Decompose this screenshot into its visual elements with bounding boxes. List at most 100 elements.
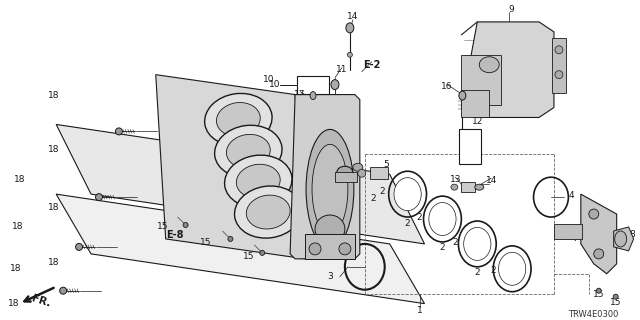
Ellipse shape xyxy=(205,93,272,146)
Ellipse shape xyxy=(337,166,353,178)
Text: 6: 6 xyxy=(335,145,340,154)
Ellipse shape xyxy=(339,243,351,255)
Text: 5: 5 xyxy=(383,160,388,169)
Ellipse shape xyxy=(234,186,302,238)
Ellipse shape xyxy=(614,231,627,247)
Ellipse shape xyxy=(225,155,292,207)
Ellipse shape xyxy=(429,203,456,236)
Bar xyxy=(461,55,501,105)
Ellipse shape xyxy=(115,128,122,135)
Ellipse shape xyxy=(227,134,270,168)
Text: 15: 15 xyxy=(243,252,254,261)
Text: 2: 2 xyxy=(474,268,480,277)
Text: TRW4E0300: TRW4E0300 xyxy=(568,310,619,319)
Ellipse shape xyxy=(331,80,339,90)
Ellipse shape xyxy=(346,23,354,33)
Ellipse shape xyxy=(348,52,353,57)
Bar xyxy=(554,224,582,239)
Ellipse shape xyxy=(463,228,491,260)
Ellipse shape xyxy=(306,129,354,249)
Text: 11: 11 xyxy=(336,65,348,74)
Text: 12: 12 xyxy=(472,117,483,126)
Polygon shape xyxy=(56,194,424,304)
Text: 16: 16 xyxy=(441,82,452,91)
Text: 4: 4 xyxy=(568,191,573,200)
Text: 14: 14 xyxy=(347,12,358,21)
Text: 18: 18 xyxy=(48,203,60,212)
Ellipse shape xyxy=(246,195,290,229)
Text: E-8: E-8 xyxy=(166,230,184,240)
Ellipse shape xyxy=(312,144,348,234)
Bar xyxy=(461,182,476,192)
Text: 2: 2 xyxy=(404,219,410,228)
Ellipse shape xyxy=(358,169,366,177)
Text: 18: 18 xyxy=(12,222,23,231)
Text: 15: 15 xyxy=(593,290,605,299)
Ellipse shape xyxy=(95,194,102,201)
Ellipse shape xyxy=(236,164,280,198)
Text: 18: 18 xyxy=(10,264,21,273)
Ellipse shape xyxy=(228,236,233,241)
Ellipse shape xyxy=(555,71,563,79)
Ellipse shape xyxy=(394,178,421,211)
Ellipse shape xyxy=(613,294,618,299)
Text: 18: 18 xyxy=(48,258,60,267)
Ellipse shape xyxy=(479,57,499,73)
Text: FR.: FR. xyxy=(31,293,52,308)
Text: 2: 2 xyxy=(379,187,385,196)
Ellipse shape xyxy=(475,184,484,190)
Text: 10: 10 xyxy=(262,75,274,84)
Text: 18: 18 xyxy=(8,299,19,308)
Polygon shape xyxy=(614,227,634,251)
Polygon shape xyxy=(56,124,424,244)
Bar xyxy=(335,172,357,182)
Ellipse shape xyxy=(596,288,601,293)
Text: 2: 2 xyxy=(440,244,445,252)
Text: 10: 10 xyxy=(269,80,280,89)
Text: 2: 2 xyxy=(417,212,422,221)
Ellipse shape xyxy=(260,250,265,255)
Text: 9: 9 xyxy=(508,5,514,14)
Text: 18: 18 xyxy=(48,145,60,154)
Ellipse shape xyxy=(594,249,604,259)
Ellipse shape xyxy=(216,102,260,136)
Ellipse shape xyxy=(214,125,282,177)
Bar xyxy=(297,76,329,93)
Ellipse shape xyxy=(309,243,321,255)
Ellipse shape xyxy=(183,222,188,228)
Text: 2: 2 xyxy=(370,194,376,203)
Text: 13: 13 xyxy=(450,175,461,184)
Ellipse shape xyxy=(60,287,67,294)
Bar xyxy=(552,38,566,92)
Ellipse shape xyxy=(310,92,316,100)
Text: 17: 17 xyxy=(294,90,306,99)
Text: 18: 18 xyxy=(48,91,60,100)
Polygon shape xyxy=(156,75,305,259)
Bar xyxy=(305,234,355,259)
Text: E-2: E-2 xyxy=(363,60,380,70)
Bar xyxy=(370,167,388,179)
Ellipse shape xyxy=(315,215,345,243)
Ellipse shape xyxy=(353,163,363,171)
Bar xyxy=(461,90,489,117)
Ellipse shape xyxy=(451,184,458,190)
Polygon shape xyxy=(290,95,360,259)
Text: 1: 1 xyxy=(417,306,422,315)
Text: 15: 15 xyxy=(157,222,168,231)
Polygon shape xyxy=(461,22,554,117)
Ellipse shape xyxy=(589,209,599,219)
Ellipse shape xyxy=(499,252,526,285)
Polygon shape xyxy=(581,194,617,274)
Bar xyxy=(460,129,481,164)
Text: 2: 2 xyxy=(490,266,496,275)
Ellipse shape xyxy=(459,91,466,100)
Text: 8: 8 xyxy=(630,230,636,239)
Text: 14: 14 xyxy=(486,176,497,185)
Text: 3: 3 xyxy=(327,272,333,281)
Text: 7: 7 xyxy=(572,235,578,244)
Text: 15: 15 xyxy=(610,298,621,307)
Text: 15: 15 xyxy=(200,238,211,247)
Text: 18: 18 xyxy=(13,175,25,184)
Ellipse shape xyxy=(76,244,83,250)
Ellipse shape xyxy=(555,46,563,54)
